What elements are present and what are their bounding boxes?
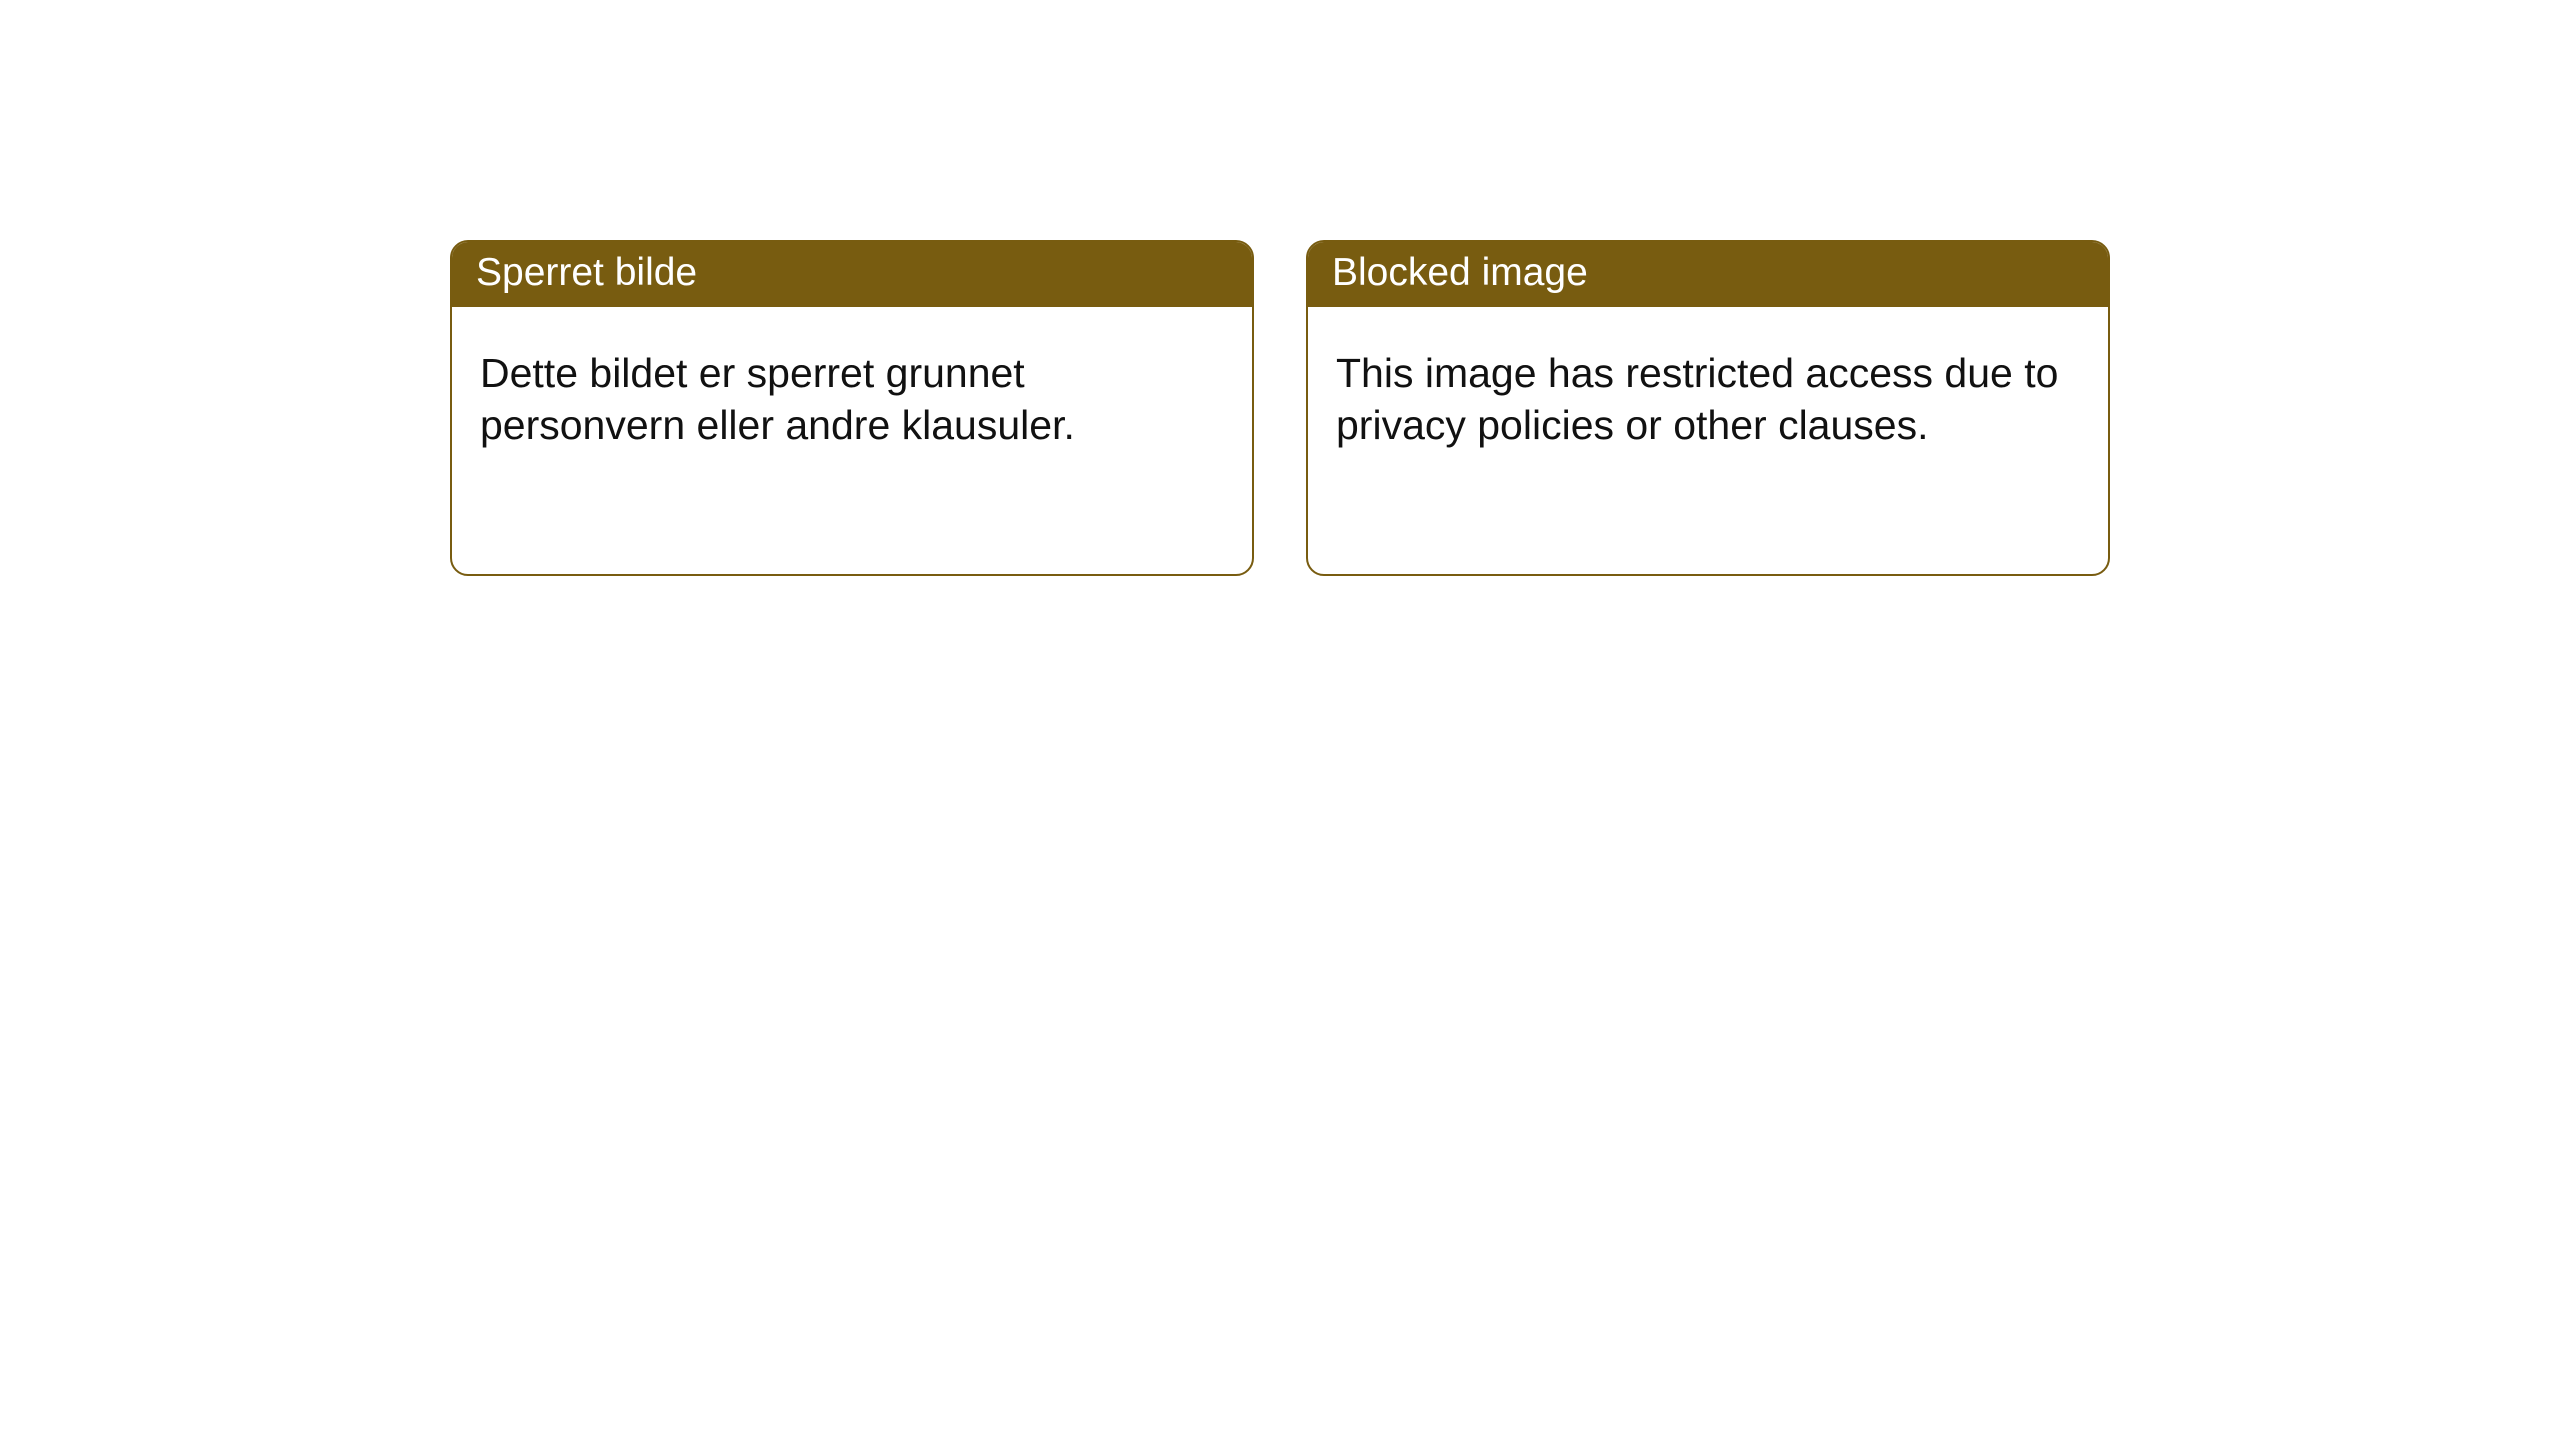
blocked-image-card-en: Blocked image This image has restricted … bbox=[1306, 240, 2110, 576]
blocked-image-card-body: This image has restricted access due to … bbox=[1308, 307, 2108, 480]
blocked-image-card-body: Dette bildet er sperret grunnet personve… bbox=[452, 307, 1252, 480]
blocked-image-card-title: Blocked image bbox=[1308, 242, 2108, 307]
blocked-image-card-title: Sperret bilde bbox=[452, 242, 1252, 307]
blocked-image-notice-container: Sperret bilde Dette bildet er sperret gr… bbox=[0, 0, 2560, 576]
blocked-image-card-no: Sperret bilde Dette bildet er sperret gr… bbox=[450, 240, 1254, 576]
